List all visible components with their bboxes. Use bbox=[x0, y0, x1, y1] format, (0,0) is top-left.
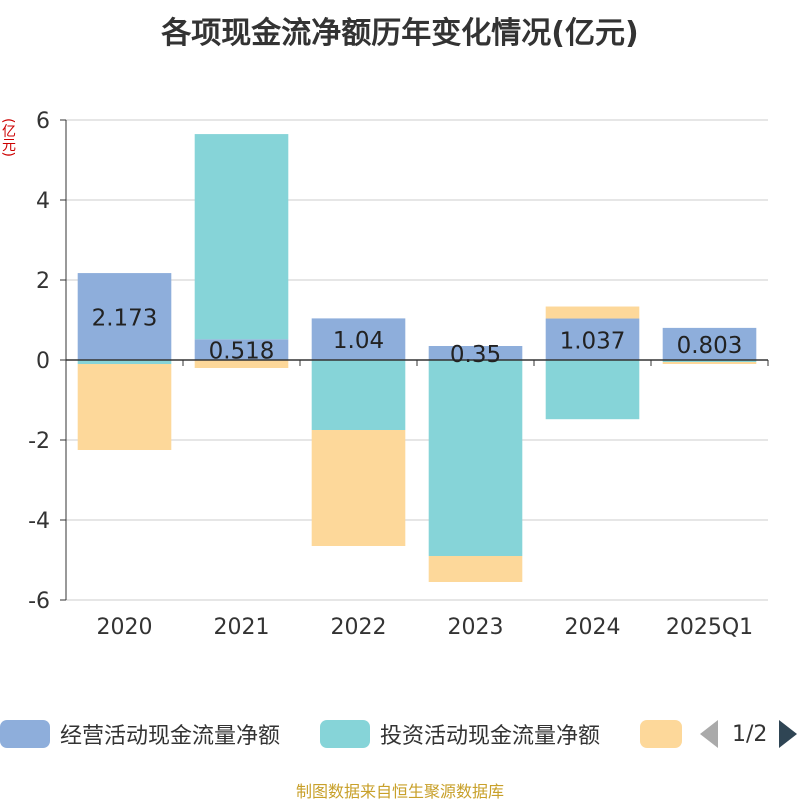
legend-swatch-investing bbox=[320, 720, 370, 748]
legend-item-investing[interactable]: 投资活动现金流量净额 bbox=[320, 716, 600, 752]
bar-0-2022 bbox=[311, 318, 406, 360]
chart-plot: 6 4 2 0 -2 -4 -6 2.173 0.518 1.04 0.35 1.037 0.803 20… bbox=[28, 109, 769, 640]
bar-2-2024 bbox=[545, 306, 640, 319]
legend-next-icon[interactable] bbox=[779, 720, 798, 748]
data-label: 1.037 bbox=[560, 328, 626, 354]
legend-swatch-operating bbox=[0, 720, 50, 748]
legend-page-indicator: 1/2 bbox=[732, 721, 768, 747]
y-tick-label: 4 bbox=[36, 189, 50, 214]
bar-0-2023 bbox=[428, 346, 523, 360]
data-label: 0.803 bbox=[677, 333, 743, 359]
bar-0-2020 bbox=[77, 273, 172, 360]
x-tick-label: 2020 bbox=[97, 615, 153, 640]
x-tick-label: 2024 bbox=[565, 615, 621, 640]
legend-prev-icon[interactable] bbox=[700, 720, 718, 748]
y-tick-label: -2 bbox=[28, 429, 50, 454]
chart-title: 各项现金流净额历年变化情况(亿元) bbox=[161, 16, 639, 51]
bar-1-2020 bbox=[77, 360, 172, 364]
data-label: 0.35 bbox=[450, 342, 501, 368]
bar-0-2024 bbox=[545, 318, 640, 360]
y-tick-label: 0 bbox=[36, 349, 50, 374]
bar-1-2024 bbox=[545, 360, 640, 420]
x-tick-label: 2022 bbox=[331, 615, 387, 640]
data-label: 1.04 bbox=[333, 328, 384, 354]
legend-item-operating[interactable]: 经营活动现金流量净额 bbox=[0, 716, 280, 752]
legend-label-investing: 投资活动现金流量净额 bbox=[380, 724, 601, 749]
bar-1-2021 bbox=[194, 134, 289, 340]
bar-2-2023 bbox=[428, 556, 523, 582]
bar-2-2025Q1 bbox=[662, 362, 757, 364]
y-tick-label: 6 bbox=[36, 109, 50, 134]
legend: 经营活动现金流量净额 投资活动现金流量净额 bbox=[0, 716, 800, 752]
bar-0-2021 bbox=[194, 339, 289, 360]
y-axis-unit: (亿元) bbox=[0, 118, 16, 157]
data-source: 制图数据来自恒生聚源数据库 bbox=[295, 782, 504, 801]
data-label: 0.518 bbox=[209, 339, 275, 365]
bar-2-2021 bbox=[194, 360, 289, 368]
legend-label-operating: 经营活动现金流量净额 bbox=[60, 724, 281, 749]
legend-item-financing[interactable] bbox=[640, 716, 692, 752]
bar-2-2022 bbox=[311, 430, 406, 546]
bar-1-2023 bbox=[428, 360, 523, 556]
bar-0-2025Q1 bbox=[662, 327, 757, 360]
bar-1-2025Q1 bbox=[662, 360, 757, 362]
bar-1-2022 bbox=[311, 360, 406, 430]
data-label: 2.173 bbox=[92, 306, 158, 332]
bar-2-2020 bbox=[77, 364, 172, 450]
legend-pager: 1/2 bbox=[700, 716, 798, 752]
x-tick-label: 2021 bbox=[214, 615, 270, 640]
x-tick-label: 2023 bbox=[448, 615, 504, 640]
x-tick-label: 2025Q1 bbox=[666, 615, 753, 640]
y-tick-label: -6 bbox=[28, 589, 50, 614]
y-tick-label: -4 bbox=[28, 509, 50, 534]
legend-swatch-financing bbox=[640, 720, 682, 748]
y-tick-label: 2 bbox=[36, 269, 50, 294]
